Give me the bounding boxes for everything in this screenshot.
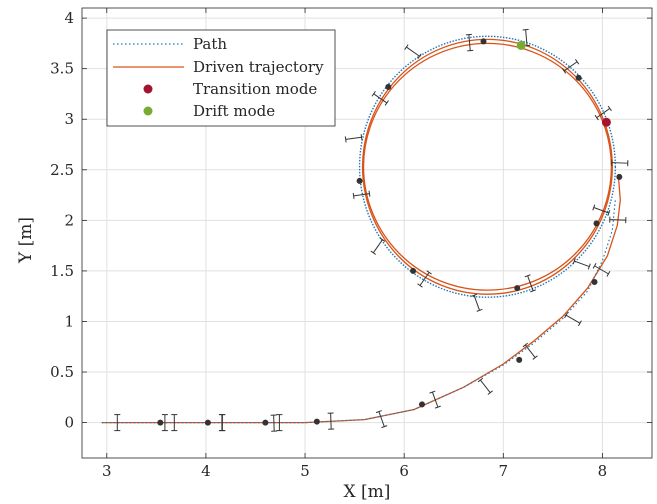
x-tick-label: 3 (102, 462, 112, 480)
y-tick-label: 1.5 (50, 262, 74, 280)
drift-mode-point (517, 41, 526, 50)
x-tick-label: 6 (399, 462, 409, 480)
y-tick-label: 1 (64, 312, 74, 330)
legend-transition-marker (144, 85, 153, 94)
y-tick-label: 3.5 (50, 60, 74, 78)
x-tick-label: 7 (499, 462, 509, 480)
waypoint-dot (205, 420, 211, 426)
waypoint-bar (274, 415, 275, 431)
y-tick-label: 2 (64, 211, 74, 229)
legend-drift-label: Drift mode (193, 102, 275, 120)
waypoint-bar (610, 220, 626, 221)
y-tick-label: 4 (64, 9, 74, 27)
y-tick-label: 0.5 (50, 363, 74, 381)
x-tick-label: 8 (598, 462, 608, 480)
legend-transition-label: Transition mode (193, 80, 317, 98)
x-tick-label: 5 (300, 462, 310, 480)
waypoint-bar-cap (467, 50, 473, 51)
waypoint-bar-cap (523, 29, 529, 30)
x-axis-label: X [m] (344, 482, 391, 502)
legend-path-label: Path (193, 35, 227, 53)
waypoint-bar (331, 413, 332, 429)
y-tick-label: 2.5 (50, 161, 74, 179)
waypoint-dot (157, 420, 163, 426)
y-tick-label: 3 (64, 110, 74, 128)
y-axis-label: Y [m] (16, 217, 36, 264)
y-tick-label: 0 (64, 414, 74, 432)
legend-driven-label: Driven trajectory (193, 58, 324, 76)
x-tick-label: 4 (201, 462, 211, 480)
waypoint-bar-cap (466, 34, 472, 35)
legend: Path Driven trajectory Transition mode D… (107, 30, 335, 126)
waypoint-bar (612, 163, 628, 164)
waypoint-dot (262, 420, 268, 426)
transition-mode-point (602, 118, 611, 127)
legend-drift-marker (144, 107, 153, 116)
